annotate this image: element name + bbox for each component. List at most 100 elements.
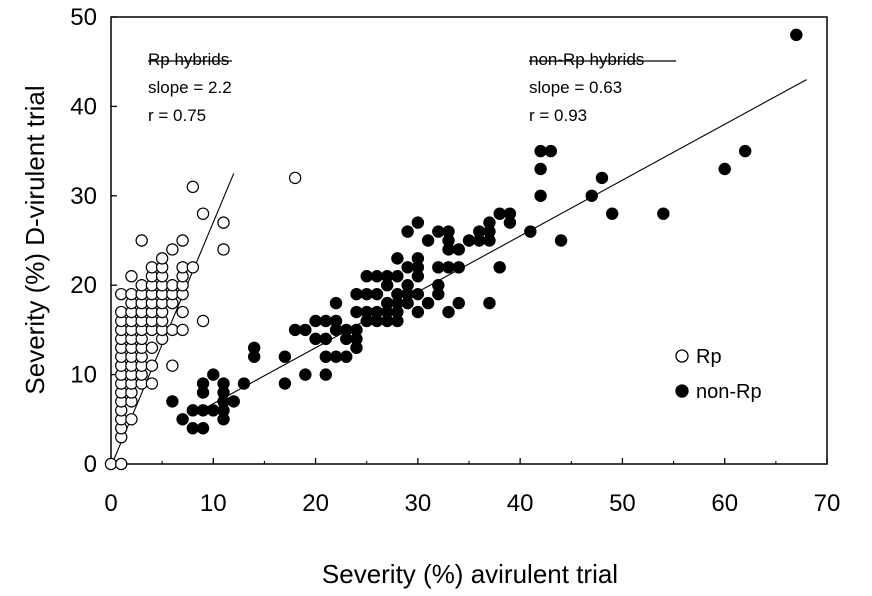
x-tick-label: 60 xyxy=(711,490,738,517)
non-rp-data-point xyxy=(380,270,394,283)
non-rp-data-point xyxy=(278,377,292,390)
rp-data-point xyxy=(104,457,118,471)
rp-data-point xyxy=(166,323,179,337)
non-rp-data-point xyxy=(411,216,425,229)
non-rp-data-point xyxy=(360,305,373,319)
non-rp-data-point xyxy=(493,261,506,274)
non-rp-data-point xyxy=(350,323,363,337)
non-rp-data-point xyxy=(319,368,332,381)
non-rp-data-point xyxy=(340,323,353,337)
rp-data-point xyxy=(145,359,159,372)
x-axis-ticks: 0 10 20 30 40 50 60 70 xyxy=(104,458,840,517)
non-rp-data-point xyxy=(790,28,803,42)
non-rp-data-point xyxy=(360,270,373,283)
non-rp-data-point xyxy=(196,422,210,435)
y-tick-label: 0 xyxy=(84,451,97,478)
non-rp-data-point xyxy=(309,332,322,346)
rp-data-point xyxy=(176,305,189,319)
y-tick-label: 30 xyxy=(70,183,97,210)
rp-annotation-title: Rp hybrids xyxy=(148,50,229,69)
non-rp-data-point xyxy=(524,225,537,238)
y-tick-label: 50 xyxy=(70,4,97,31)
rp-data-point xyxy=(135,234,148,247)
rp-data-point xyxy=(217,216,230,229)
non-rp-data-point xyxy=(299,368,312,381)
legend: Rp non-Rp xyxy=(675,346,762,403)
rp-data-point xyxy=(166,243,179,256)
non-rp-data-point xyxy=(237,377,251,390)
y-axis-title: Severity (%) D-virulent trial xyxy=(20,85,50,394)
non-rp-data-point xyxy=(401,261,414,274)
rp-data-point xyxy=(186,180,200,194)
non-rp-data-point xyxy=(370,287,384,301)
non-rp-data-point xyxy=(483,296,496,310)
rp-series-points xyxy=(104,171,302,471)
y-tick-label: 20 xyxy=(70,272,97,299)
non-rp-data-point xyxy=(207,404,220,417)
non-rp-data-point xyxy=(299,323,312,337)
non-rp-data-point xyxy=(595,171,609,185)
x-tick-label: 10 xyxy=(200,490,227,517)
non-rp-data-point xyxy=(391,287,404,301)
non-rp-data-point xyxy=(186,404,200,417)
non-rp-data-point xyxy=(493,207,506,220)
non-rp-data-point xyxy=(380,296,394,310)
non-rp-data-point xyxy=(442,261,455,274)
non-rp-data-point xyxy=(350,287,363,301)
rp-data-point xyxy=(176,234,189,247)
non-rp-data-point xyxy=(401,279,414,292)
non-rp-data-point xyxy=(657,207,670,220)
non-rp-data-point xyxy=(411,287,425,301)
non-rp-data-point xyxy=(370,305,384,319)
non-rp-data-point xyxy=(309,314,322,328)
rp-data-point xyxy=(125,413,138,426)
x-tick-label: 40 xyxy=(507,490,534,517)
non-rp-data-point xyxy=(432,261,445,274)
non-rp-data-point xyxy=(391,270,404,283)
rp-data-point xyxy=(115,287,128,301)
rp-data-point xyxy=(176,261,189,274)
non-rp-data-point xyxy=(217,377,230,390)
non-rp-data-point xyxy=(391,252,404,265)
rp-data-point xyxy=(145,341,159,354)
non-rp-data-point xyxy=(227,395,240,408)
non-rp-data-point xyxy=(329,296,343,310)
non-rp-data-point xyxy=(166,395,179,408)
non-rp-data-point xyxy=(186,422,200,435)
non-rp-data-point xyxy=(329,350,343,363)
non-rp-data-point xyxy=(411,305,425,319)
non-rp-data-point xyxy=(534,144,547,158)
rp-data-point xyxy=(288,171,302,185)
legend-rp-label: Rp xyxy=(696,346,722,368)
rp-data-point xyxy=(125,270,138,283)
non-rp-data-point xyxy=(319,314,332,328)
non-rp-data-point xyxy=(606,207,619,220)
non-rp-data-point xyxy=(534,189,547,202)
non-rp-data-point xyxy=(421,296,435,310)
x-tick-label: 50 xyxy=(609,490,636,517)
y-axis-ticks: 0 10 20 30 40 50 xyxy=(70,4,117,478)
y-tick-label: 10 xyxy=(70,362,97,389)
non-rp-data-point xyxy=(718,162,731,176)
non-rp-data-point xyxy=(452,243,465,256)
non-rp-data-point xyxy=(462,234,476,247)
legend-nonrp-marker xyxy=(675,384,689,398)
rp-annotation-slope: slope = 2.2 xyxy=(148,78,232,97)
x-tick-label: 70 xyxy=(814,490,841,517)
non-rp-data-point xyxy=(452,296,465,310)
non-rp-data-point xyxy=(340,350,353,363)
rp-data-point xyxy=(166,279,179,292)
x-tick-label: 0 xyxy=(104,490,117,517)
non-rp-data-point xyxy=(473,225,486,238)
x-tick-label: 20 xyxy=(302,490,329,517)
rp-data-point xyxy=(166,359,179,372)
non-rp-data-point xyxy=(585,189,598,202)
non-rp-data-point xyxy=(196,404,210,417)
non-rp-data-point xyxy=(442,305,455,319)
rp-data-point xyxy=(125,287,138,301)
non-rp-data-point xyxy=(360,287,373,301)
non-rp-data-point xyxy=(207,368,220,381)
non-rp-data-point xyxy=(452,261,465,274)
rp-data-point xyxy=(145,377,159,390)
